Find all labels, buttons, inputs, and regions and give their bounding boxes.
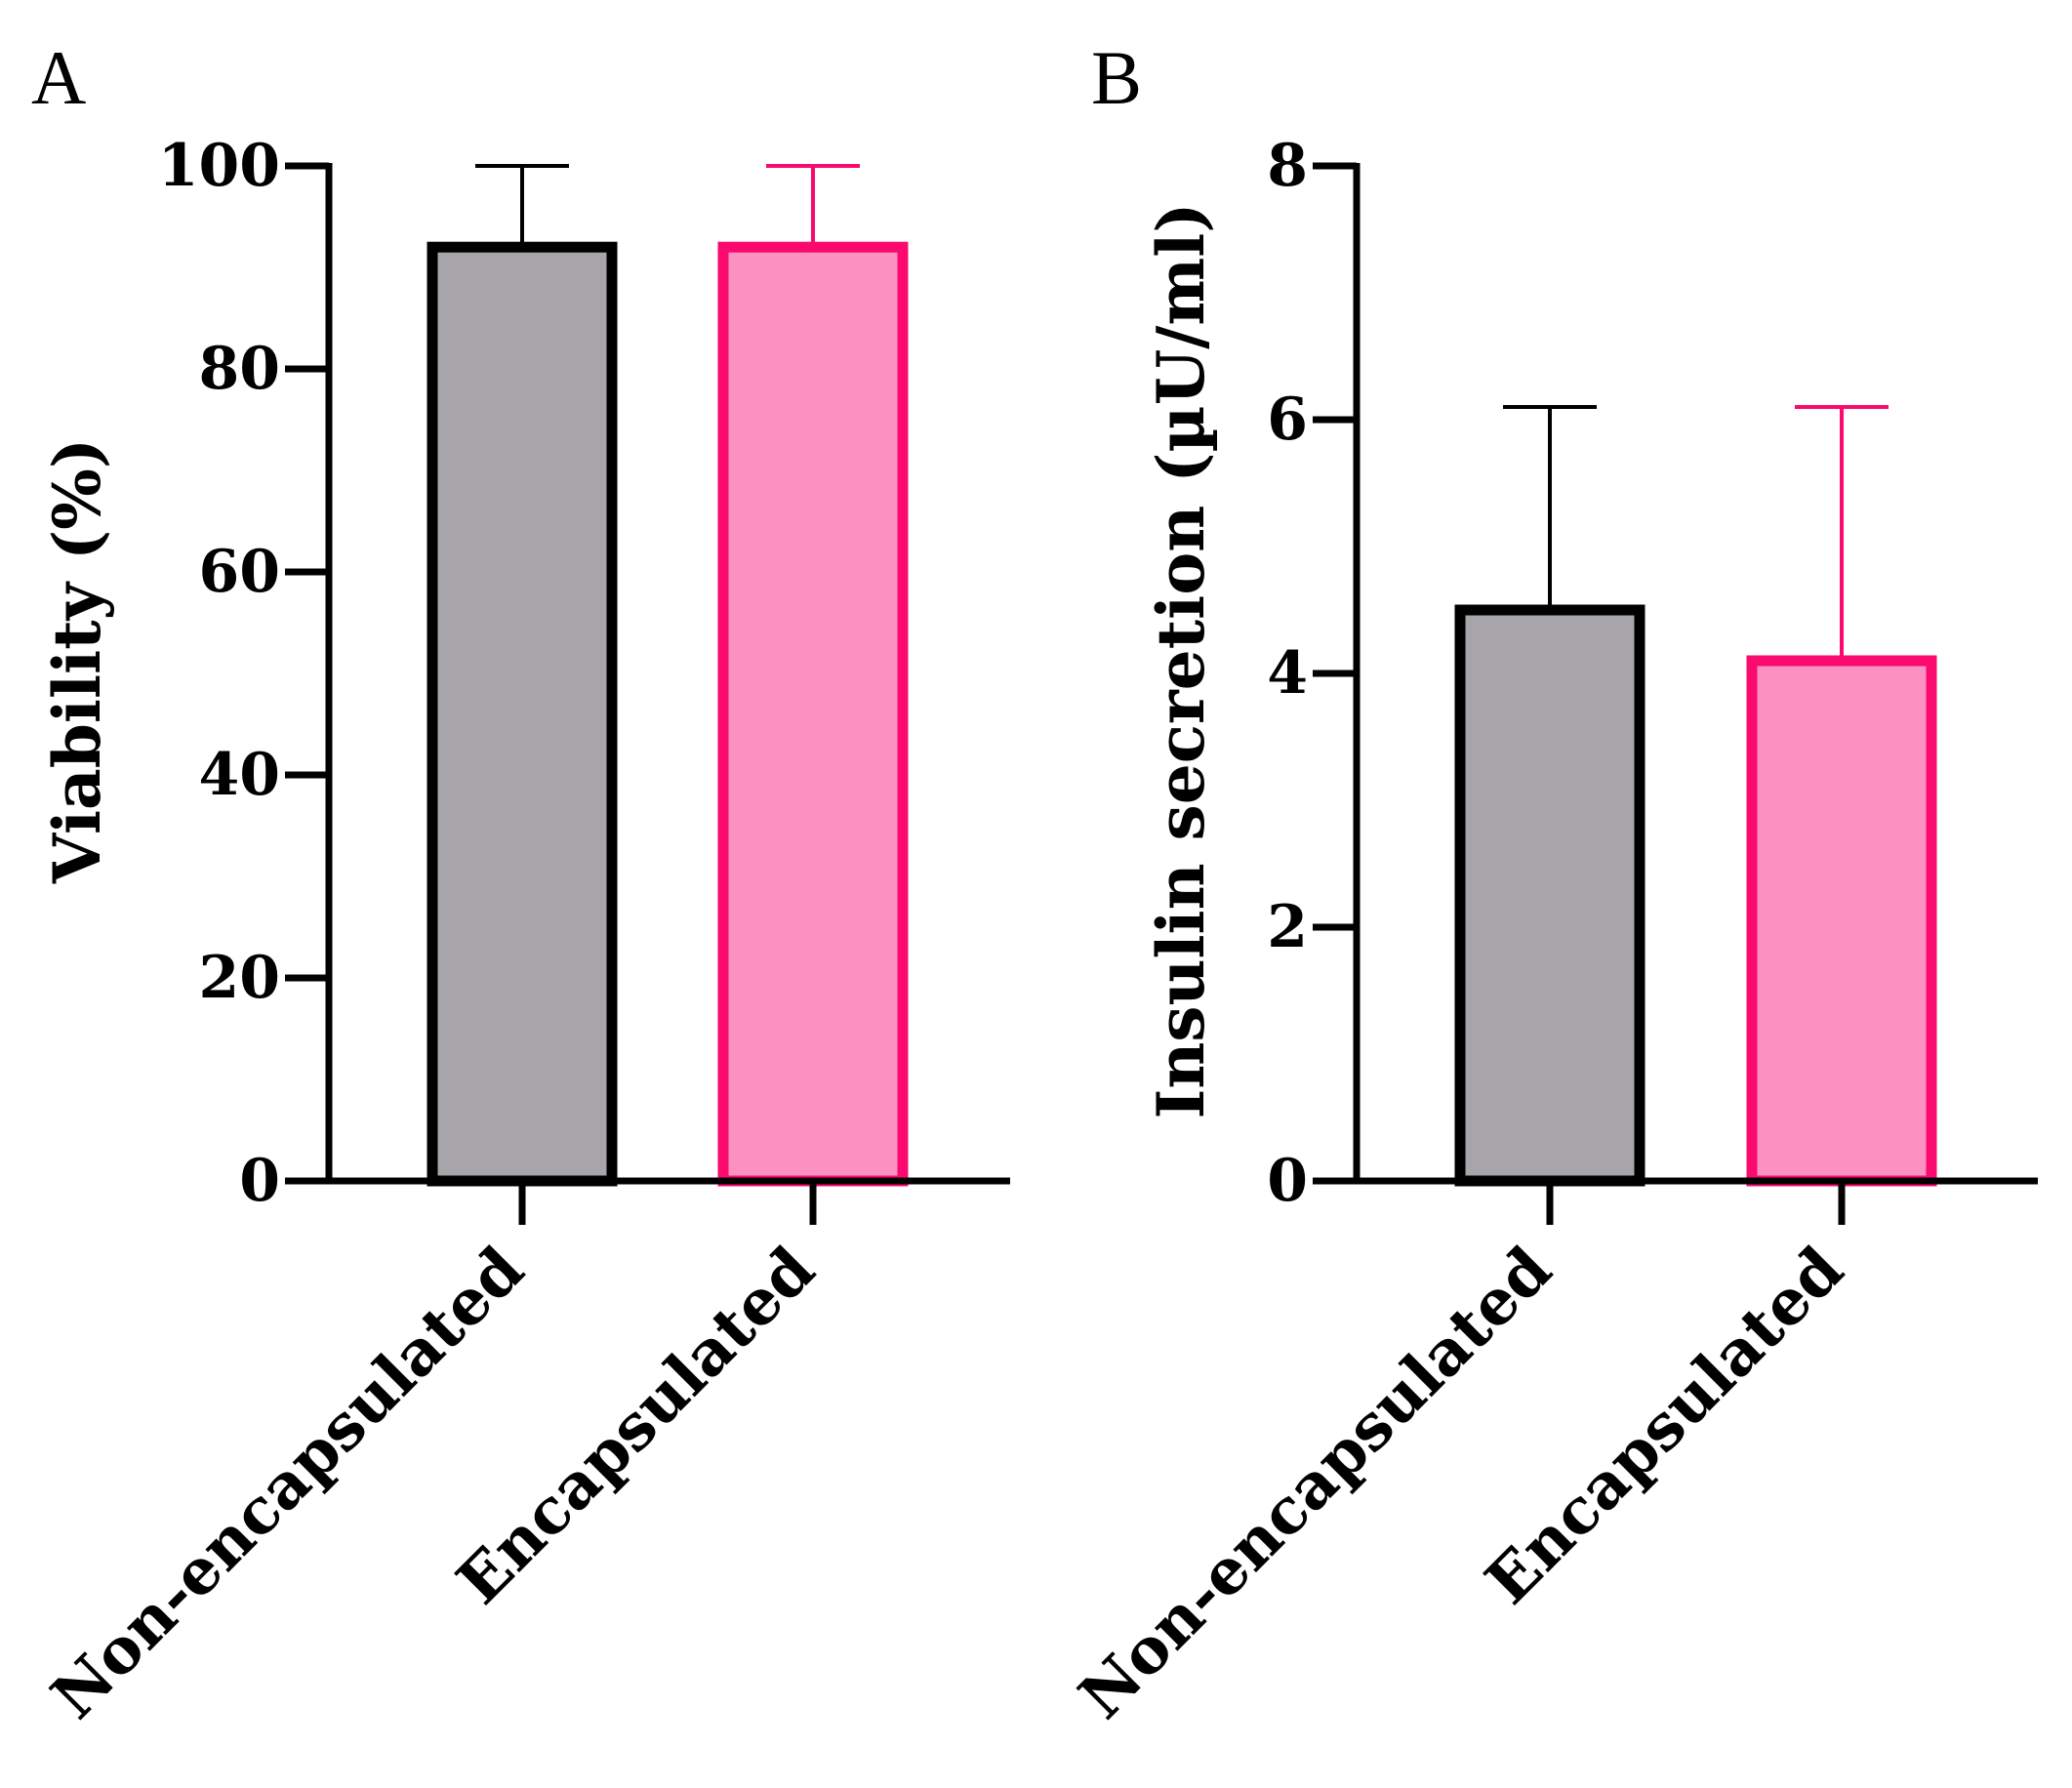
panel-b-y-axis-title: Insulin secretion (µU/ml) bbox=[1143, 202, 1219, 1118]
panel-b-x-category-label: Non-encapsulated bbox=[1066, 1233, 1566, 1733]
panel-a-y-axis-title: Viability (%) bbox=[39, 438, 115, 884]
panel-a-y-tick-label: 60 bbox=[199, 538, 281, 606]
panel-a-y-tick-label: 100 bbox=[158, 132, 280, 200]
panel-a-bar-non-encapsulated bbox=[427, 241, 618, 1187]
panel-a-x-category-label: Non-encapsulated bbox=[38, 1233, 539, 1733]
panel-a-y-tick-label: 20 bbox=[199, 944, 281, 1012]
panel-b-y-tick-label: 8 bbox=[1267, 132, 1308, 200]
panel-b-y-tick-label: 2 bbox=[1267, 893, 1308, 961]
panel-b-y-tick-label: 0 bbox=[1267, 1147, 1308, 1215]
panel-a-y-tick-label: 0 bbox=[239, 1147, 280, 1215]
panel-b-y-tick-label: 4 bbox=[1267, 639, 1308, 708]
panel-b-letter: B bbox=[1091, 35, 1142, 120]
panel-b-bar-encapsulated bbox=[1746, 655, 1937, 1187]
panel-b-bar-non-encapsulated bbox=[1454, 604, 1645, 1187]
panel-a-y-tick-label: 80 bbox=[199, 335, 281, 403]
panel-a-bar-encapsulated bbox=[717, 241, 909, 1187]
panel-b-y-tick-label: 6 bbox=[1267, 386, 1308, 454]
panel-a-letter: A bbox=[31, 35, 86, 120]
panel-a-y-tick-label: 40 bbox=[199, 741, 281, 809]
panel-b: B Insulin secretion (µU/ml) 0 2 4 6 8 Non-enc… bbox=[1066, 35, 2038, 1733]
panel-a: A Viability (%) 0 20 40 60 80 100 Non-encapsul… bbox=[31, 35, 1010, 1733]
